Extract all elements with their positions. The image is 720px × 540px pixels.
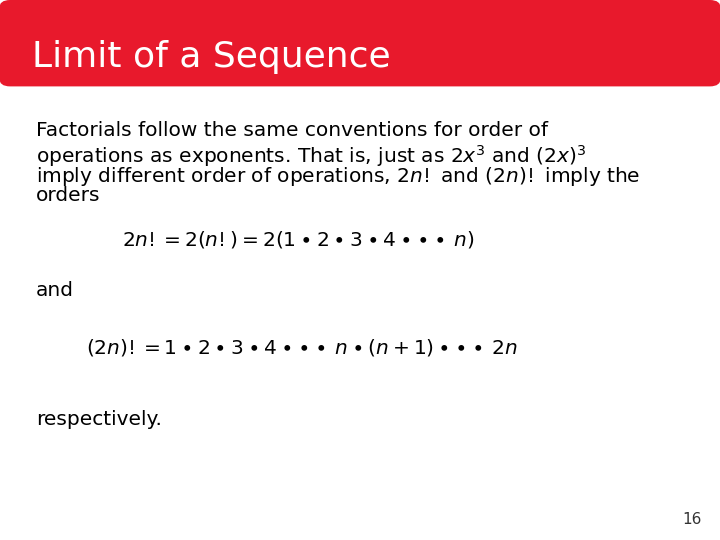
FancyBboxPatch shape (0, 0, 720, 86)
Text: Factorials follow the same conventions for order of: Factorials follow the same conventions f… (36, 122, 548, 140)
Text: and: and (36, 281, 74, 300)
Text: Limit of a Sequence: Limit of a Sequence (32, 40, 391, 73)
Text: respectively.: respectively. (36, 410, 162, 429)
Text: imply different order of operations, $2n!$ and $(2n)!$ imply the: imply different order of operations, $2n… (36, 165, 640, 188)
Text: $2n! = 2(n!) = 2(1 \bullet 2 \bullet 3 \bullet 4 \bullet\!\bullet\!\bullet\, n)$: $2n! = 2(n!) = 2(1 \bullet 2 \bullet 3 \… (122, 230, 474, 251)
Text: 16: 16 (683, 511, 702, 526)
Text: operations as exponents. That is, just as $2x^3$ and $(2x)^3$: operations as exponents. That is, just a… (36, 143, 586, 169)
Text: orders: orders (36, 186, 101, 205)
Text: $(2n)! = 1 \bullet 2 \bullet 3 \bullet 4 \bullet\!\bullet\!\bullet\, n \bullet (: $(2n)! = 1 \bullet 2 \bullet 3 \bullet 4… (86, 338, 518, 359)
